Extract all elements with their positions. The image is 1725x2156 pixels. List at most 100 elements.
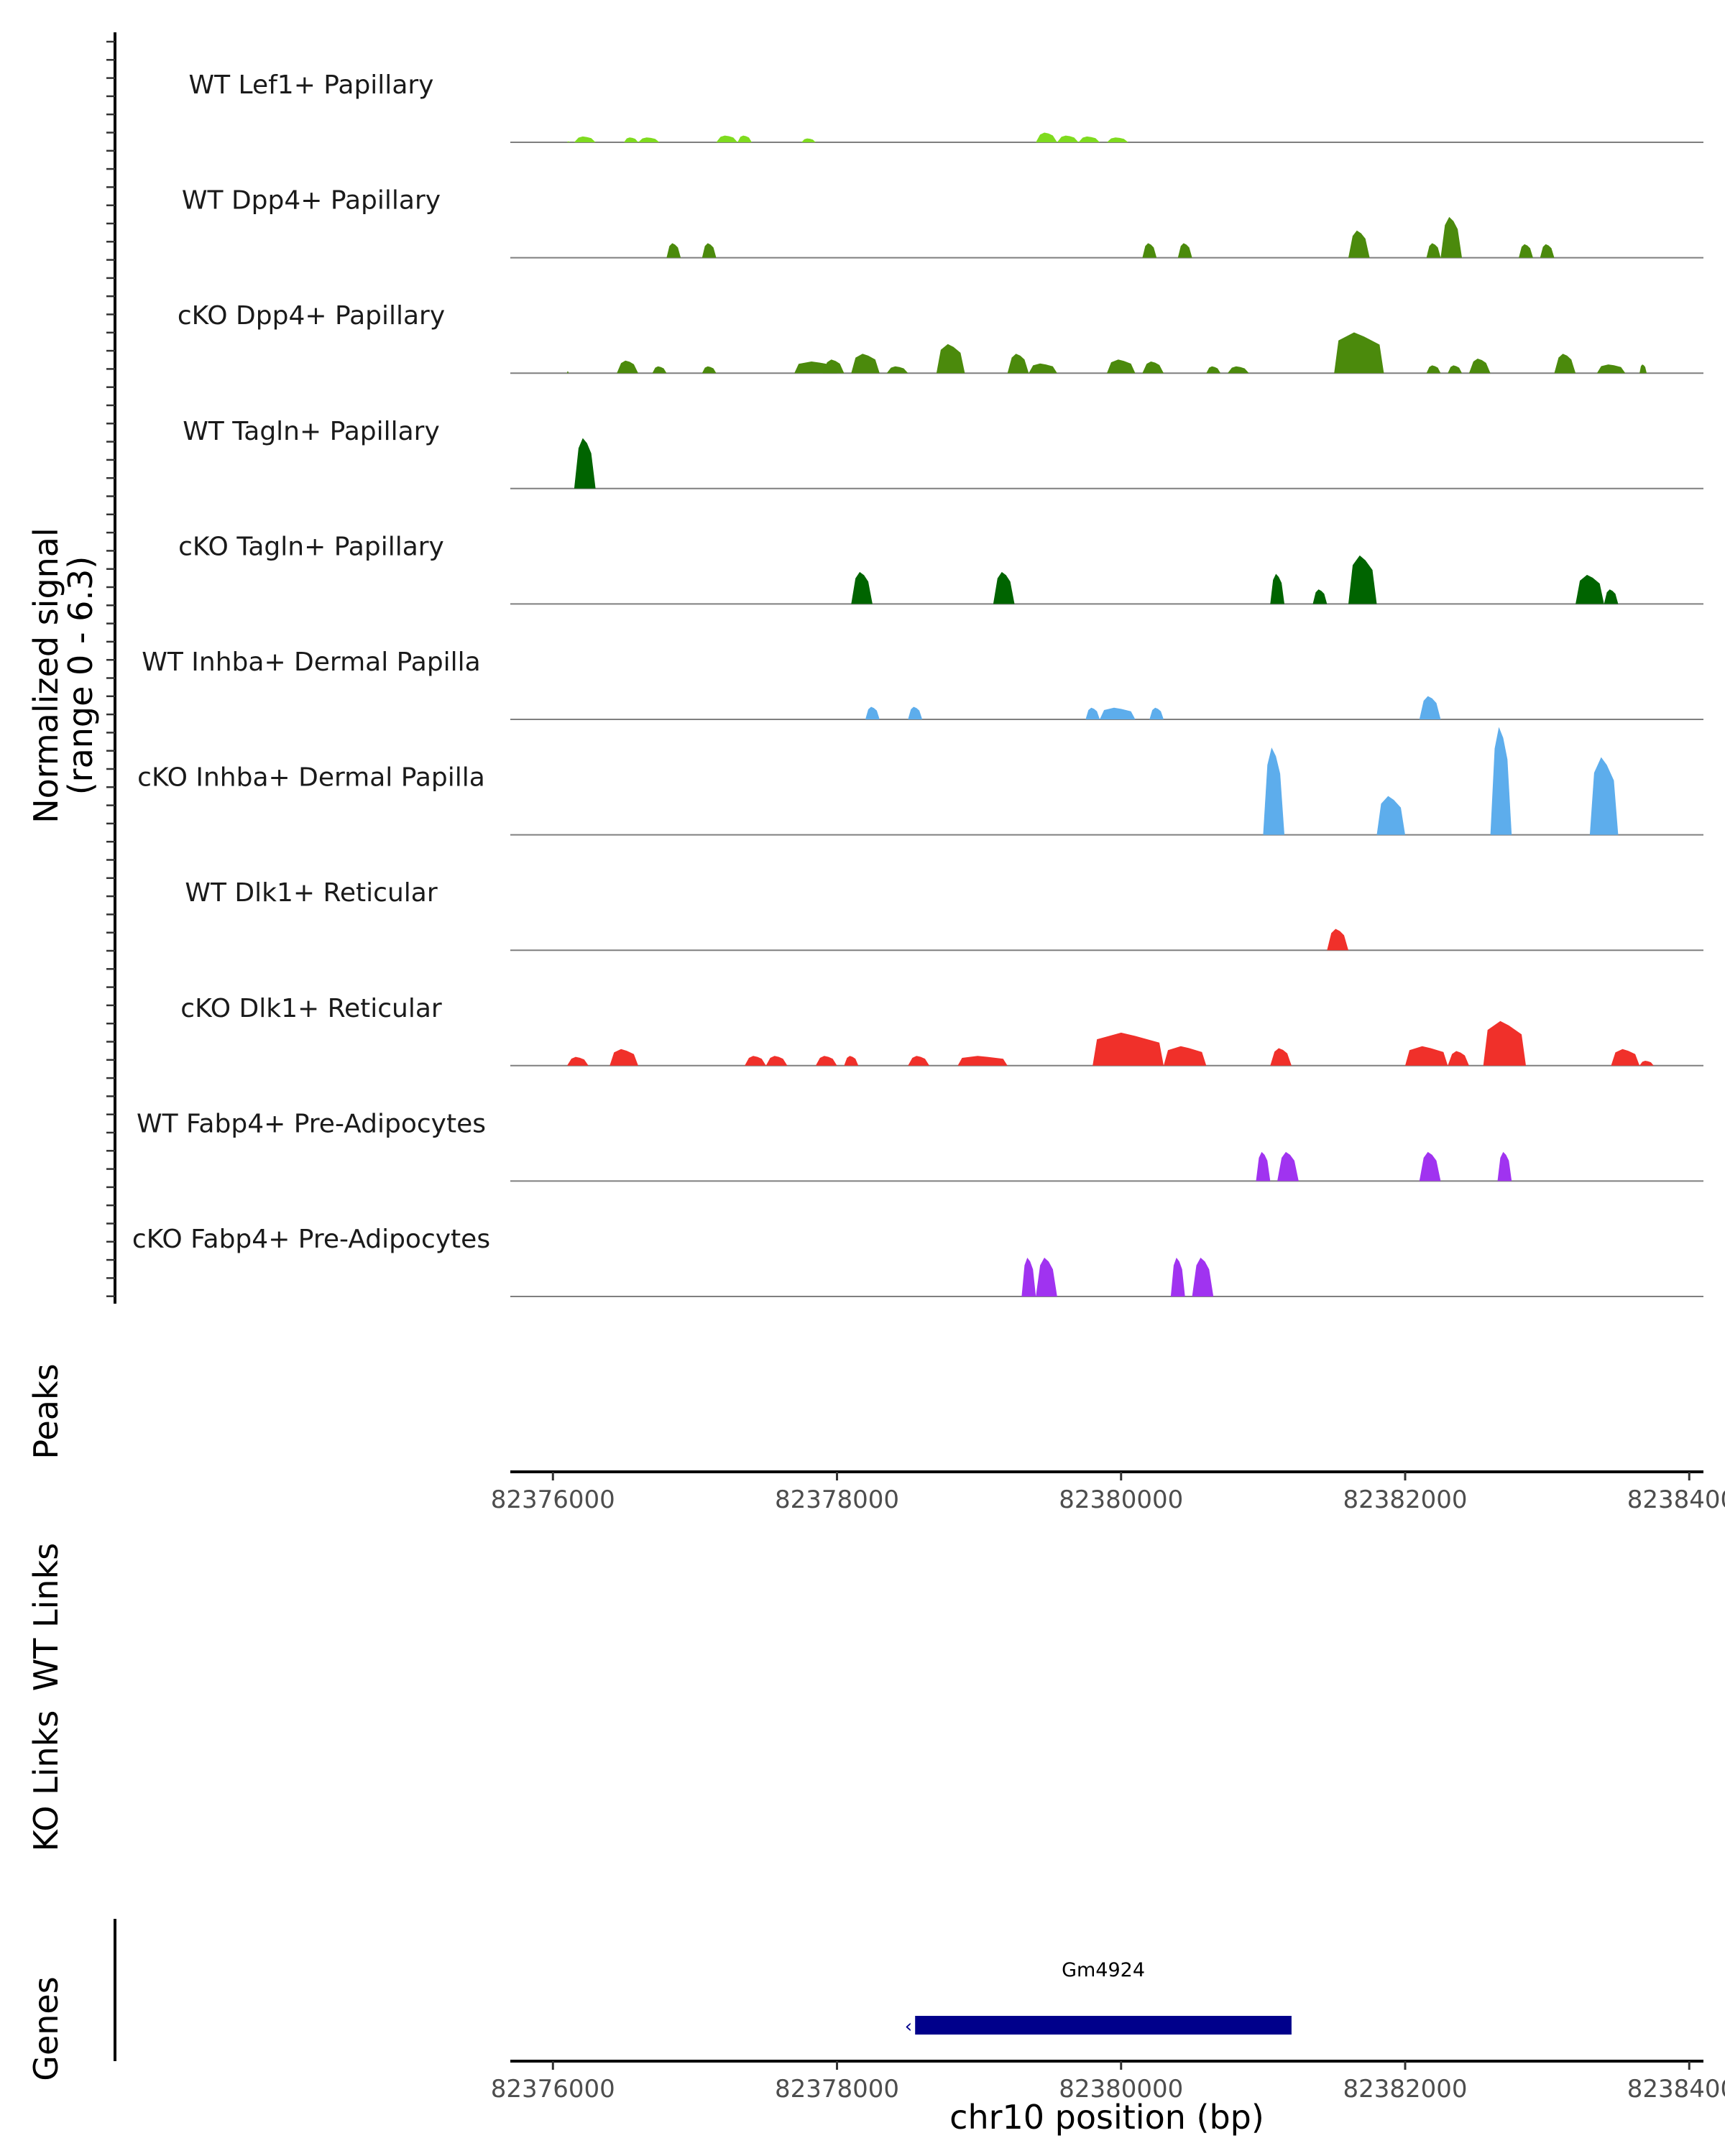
coverage-tracks: WT Lef1+ Papillary WT Dpp4+ Papillary cKO … [132, 70, 1703, 1297]
coverage-peak [610, 1049, 638, 1066]
coverage-peak [1270, 573, 1284, 604]
coverage-peak [1468, 359, 1491, 374]
coverage-peak [1149, 707, 1164, 719]
gene-annotations: Gm4924 ‹ [905, 1959, 1292, 2037]
coverage-peak [908, 706, 923, 719]
coverage-peak [1497, 1151, 1512, 1181]
coverage-peak [745, 1056, 766, 1066]
coverage-peak [1312, 589, 1328, 604]
coverage-peak [1078, 136, 1100, 142]
track-label: cKO Dlk1+ Reticular [180, 994, 442, 1023]
coverage-peak [1334, 332, 1384, 374]
coverage-peak [1639, 364, 1647, 374]
coverage-peak [1405, 1046, 1448, 1066]
coverage-peak [1440, 216, 1462, 258]
track-label: WT Dlk1+ Reticular [185, 878, 437, 908]
coverage-peak [1107, 359, 1136, 374]
coverage-peak [1348, 230, 1370, 258]
coverage-peak [1596, 364, 1626, 374]
track-label: WT Fabp4+ Pre-Adipocytes [137, 1109, 486, 1138]
coverage-peak [1540, 244, 1555, 258]
coverage-peak [716, 135, 738, 142]
coverage-peak [886, 366, 908, 374]
wt-links-panel-title: WT Links [27, 1543, 65, 1691]
coverage-peak [702, 366, 717, 374]
coverage-peak [624, 137, 638, 142]
x-tick-label: 82376000 [491, 2075, 615, 2104]
y-axis-title: Normalized signal [27, 528, 65, 824]
coverage-peak [851, 571, 873, 604]
coverage-peak [822, 359, 845, 374]
coverage-peak [1519, 244, 1533, 258]
coverage-peak [1611, 1049, 1640, 1066]
genes-panel-title: Genes [27, 1976, 65, 2081]
coverage-peak [1448, 365, 1462, 374]
x-tick-label: 82384000 [1627, 2075, 1725, 2104]
coverage-peak [844, 1056, 859, 1066]
coverage-peak [1256, 1151, 1271, 1181]
coverage-peak [1036, 1258, 1057, 1296]
coverage-peak [1007, 354, 1029, 374]
coverage-peak [1177, 243, 1192, 258]
coverage-peak [1419, 696, 1441, 719]
coverage-peak [865, 706, 880, 719]
coverage-peak [1170, 1258, 1185, 1296]
coverage-peak [936, 344, 965, 374]
coverage-peak [574, 438, 596, 489]
coverage-peak [1448, 1051, 1469, 1066]
coverage-peak [1576, 574, 1604, 604]
track-label: WT Lef1+ Papillary [189, 70, 434, 100]
coverage-peak [801, 138, 816, 142]
coverage-peak [1483, 1021, 1526, 1066]
coverage-peak [1029, 363, 1057, 374]
coverage-peak [617, 360, 638, 374]
peaks-panel-title: Peaks [27, 1363, 65, 1459]
track-label: WT Tagln+ Papillary [183, 417, 440, 446]
x-axis-peaks: 82376000 82378000 82380000 82382000 82384000 [491, 1470, 1725, 1514]
coverage-peak [815, 1056, 837, 1066]
track-label: cKO Inhba+ Dermal Papilla [137, 763, 485, 793]
coverage-peak [737, 135, 752, 142]
coverage-peak [1142, 361, 1164, 374]
coverage-peak [1192, 1258, 1214, 1296]
x-tick-label: 82378000 [775, 1485, 899, 1514]
coverage-peak [1206, 366, 1221, 374]
coverage-peak [1142, 243, 1157, 258]
coverage-peak [1263, 747, 1284, 835]
coverage-peak [1036, 132, 1057, 142]
coverage-peak [765, 1056, 788, 1066]
coverage-peak [702, 243, 717, 258]
coverage-peak [1164, 1046, 1207, 1066]
coverage-peak [1490, 727, 1512, 835]
x-axis-genes: 82376000 82378000 82380000 82382000 82384000 [491, 2060, 1725, 2104]
coverage-peak [1426, 365, 1441, 374]
coverage-peak [1021, 1258, 1036, 1296]
coverage-peak [1589, 757, 1619, 835]
coverage-peak [908, 1056, 929, 1066]
coverage-y-ticks [106, 40, 115, 1297]
coverage-peak [993, 571, 1015, 604]
track-label: cKO Tagln+ Papillary [178, 532, 444, 561]
x-tick-label: 82384000 [1627, 1485, 1725, 1514]
coverage-peak [1085, 707, 1100, 719]
x-tick-label: 82380000 [1059, 1485, 1183, 1514]
coverage-peak [1426, 243, 1441, 258]
coverage-peak [574, 136, 596, 142]
coverage-peak [1107, 137, 1128, 142]
ko-links-panel-title: KO Links [27, 1710, 65, 1852]
coverage-peak [1419, 1151, 1441, 1181]
coverage-peak [1057, 135, 1079, 142]
coverage-peak [1639, 1061, 1654, 1066]
coverage-peak [957, 1056, 1008, 1066]
coverage-peak [1327, 929, 1348, 951]
y-axis-range: (range 0 - 6.3) [61, 556, 100, 796]
x-tick-label: 82376000 [491, 1485, 615, 1514]
gene-label: Gm4924 [1062, 1959, 1145, 1981]
gene-strand-arrow: ‹ [905, 2016, 912, 2037]
x-tick-label: 82382000 [1343, 2075, 1467, 2104]
x-tick-label: 82380000 [1059, 2075, 1183, 2104]
coverage-peak [1554, 354, 1576, 374]
coverage-peak [567, 1056, 589, 1066]
coverage-peak [1100, 707, 1136, 719]
